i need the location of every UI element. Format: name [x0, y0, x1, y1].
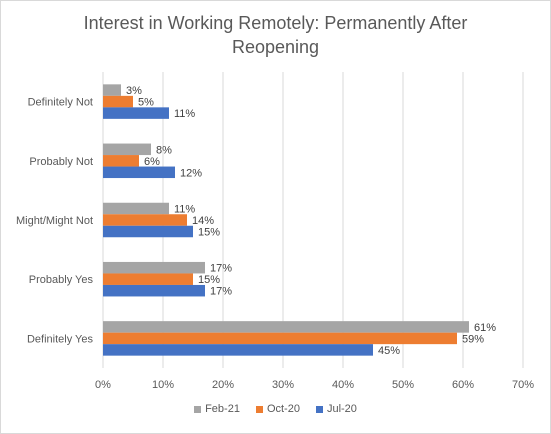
x-tick-label: 20%: [212, 379, 234, 391]
bar: [103, 284, 205, 297]
bar: [103, 202, 169, 215]
category-label: Probably Yes: [29, 274, 94, 286]
data-label: 5%: [138, 97, 154, 109]
legend-label: Oct-20: [266, 403, 300, 415]
bar: [103, 214, 187, 226]
legend-item: Feb-21: [194, 403, 240, 415]
bar: [103, 344, 373, 356]
legend-item: Jul-20: [315, 403, 357, 415]
data-label: 17%: [210, 263, 232, 275]
bar: [103, 332, 457, 345]
legend-swatch: [255, 405, 263, 413]
bar: [103, 95, 133, 108]
data-label: 15%: [198, 227, 220, 239]
chart-title: Interest in Working Remotely: Permanentl…: [83, 13, 468, 57]
data-label: 8%: [156, 144, 172, 156]
bar: [103, 155, 139, 167]
category-label: Might/Might Not: [16, 215, 93, 227]
data-label: 3%: [126, 85, 142, 97]
x-tick-label: 0%: [95, 379, 111, 391]
legend-swatch: [315, 405, 323, 413]
bar: [103, 261, 205, 274]
bar: [103, 143, 151, 156]
data-label: 45%: [378, 345, 400, 357]
bar: [103, 225, 193, 238]
legend-swatch: [194, 405, 202, 413]
bar: [103, 273, 193, 285]
x-tick-label: 40%: [332, 379, 354, 391]
data-label: 11%: [174, 204, 195, 216]
legend-label: Jul-20: [326, 403, 357, 415]
category-label: Definitely Yes: [27, 333, 94, 345]
bar: [103, 84, 121, 96]
legend-item: Oct-20: [255, 403, 300, 415]
x-tick-label: 50%: [392, 379, 414, 391]
category-label: Definitely Not: [28, 97, 93, 109]
data-label: 15%: [198, 274, 220, 286]
bar: [103, 107, 169, 119]
x-tick-label: 60%: [452, 379, 474, 391]
legend-label: Feb-21: [205, 403, 240, 415]
data-label: 59%: [462, 333, 484, 345]
category-label: Probably Not: [29, 156, 93, 168]
x-tick-label: 70%: [512, 379, 534, 391]
data-label: 14%: [192, 215, 214, 227]
x-tick-label: 10%: [152, 379, 174, 391]
data-label: 6%: [144, 156, 160, 168]
data-label: 17%: [210, 286, 232, 298]
data-label: 12%: [180, 167, 202, 179]
data-label: 11%: [174, 108, 195, 120]
chart-legend: Feb-21 Oct-20 Jul-20: [0, 403, 551, 415]
bar: [103, 321, 469, 333]
data-label: 61%: [474, 322, 496, 334]
x-tick-label: 30%: [272, 379, 294, 391]
bar: [103, 166, 175, 179]
